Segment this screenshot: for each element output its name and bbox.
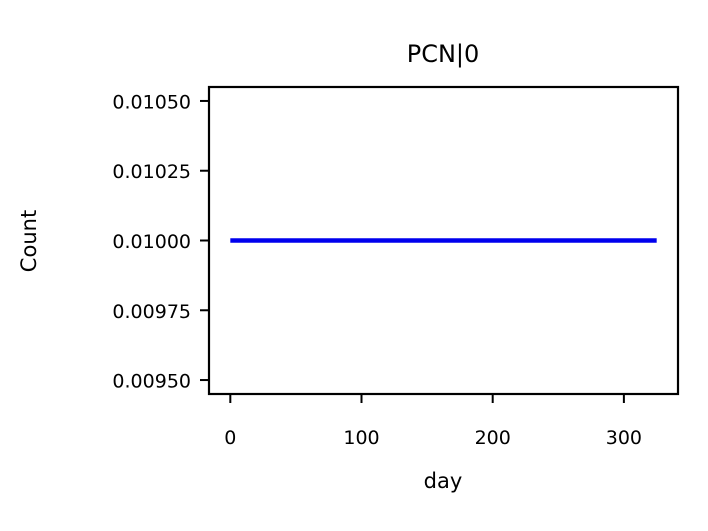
- y-tick-label: 0.01000: [112, 231, 191, 253]
- x-tick-label: 300: [606, 427, 642, 449]
- y-tick-label: 0.01025: [112, 161, 191, 183]
- x-tick-label: 100: [343, 427, 379, 449]
- y-axis-ticks: 0.00950 0.00975 0.01000 0.01025 0.01050: [112, 91, 209, 393]
- x-tick-label: 0: [224, 427, 236, 449]
- y-tick-label: 0.01050: [112, 91, 191, 113]
- plot-frame: [207, 85, 680, 396]
- x-tick-label: 200: [475, 427, 511, 449]
- chart-title: PCN|0: [407, 40, 480, 68]
- x-axis-ticks: 0 100 200 300: [224, 394, 642, 449]
- y-tick-label: 0.00975: [112, 301, 191, 323]
- y-axis-label: Count: [17, 210, 41, 272]
- y-tick-label: 0.00950: [112, 371, 191, 393]
- x-axis-label: day: [424, 469, 463, 493]
